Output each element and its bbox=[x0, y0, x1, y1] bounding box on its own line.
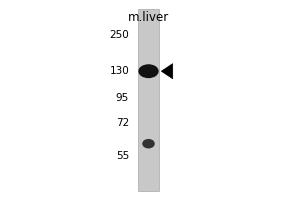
Text: 250: 250 bbox=[109, 30, 129, 40]
Text: 55: 55 bbox=[116, 151, 129, 161]
Polygon shape bbox=[161, 64, 173, 79]
Text: m.liver: m.liver bbox=[128, 11, 169, 24]
Text: 130: 130 bbox=[109, 66, 129, 76]
Ellipse shape bbox=[142, 139, 155, 148]
FancyBboxPatch shape bbox=[138, 9, 159, 191]
Text: 72: 72 bbox=[116, 118, 129, 128]
Text: 95: 95 bbox=[116, 93, 129, 103]
Ellipse shape bbox=[138, 64, 159, 78]
